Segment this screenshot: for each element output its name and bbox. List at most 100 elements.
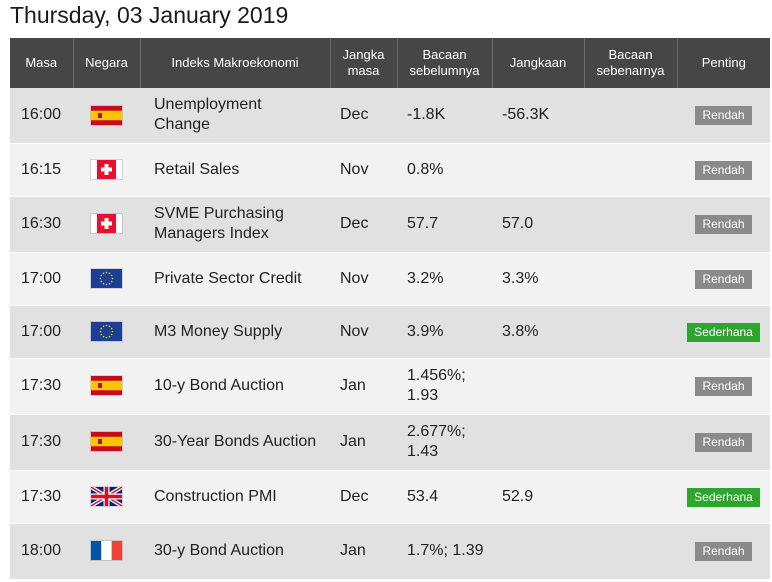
event-consensus (492, 414, 584, 471)
event-time: 17:30 (10, 414, 73, 471)
event-name[interactable]: M3 Money Supply (140, 305, 330, 359)
event-actual (584, 523, 677, 580)
event-actual (584, 196, 677, 253)
table-row[interactable]: 17:30 Construction PMI Dec 53.4 52.9 Sederhan… (10, 470, 770, 524)
event-name[interactable]: Private Sector Credit (140, 252, 330, 306)
event-time: 16:30 (10, 196, 73, 253)
event-time: 17:00 (10, 305, 73, 359)
event-country (73, 143, 140, 197)
table-row[interactable]: 17:00 Private Sector Credit Nov 3.2% 3.3% Ren… (10, 252, 770, 306)
event-country (73, 305, 140, 359)
table-row[interactable]: 17:30 10-y Bond Auction Jan 1.456%; 1.93 Ren… (10, 358, 770, 415)
event-consensus (492, 143, 584, 197)
table-row[interactable]: 16:15 Retail Sales Nov 0.8% Rendah (10, 143, 770, 197)
eu-flag-icon (91, 268, 122, 288)
event-country (73, 358, 140, 415)
importance-badge: Rendah (695, 106, 752, 126)
event-actual (584, 358, 677, 415)
event-time: 18:00 (10, 523, 73, 580)
event-period: Nov (330, 143, 397, 197)
event-consensus: 57.0 (492, 196, 584, 253)
event-period: Nov (330, 252, 397, 306)
event-period: Jan (330, 358, 397, 415)
importance-badge: Rendah (695, 160, 752, 180)
event-name[interactable]: Unemployment Change (140, 88, 330, 144)
importance-badge: Rendah (695, 269, 752, 289)
event-name[interactable]: Retail Sales (140, 143, 330, 197)
event-country (73, 470, 140, 524)
event-previous: 57.7 (397, 196, 492, 253)
event-country (73, 196, 140, 253)
importance-badge: Rendah (695, 215, 752, 234)
header-importance: Penting (677, 38, 770, 88)
event-importance: Rendah (677, 143, 770, 197)
event-importance: Rendah (677, 358, 770, 415)
event-actual (584, 305, 677, 359)
eu-flag-icon (91, 321, 122, 341)
header-time: Masa (10, 38, 74, 88)
table-header-row: Masa Negara Indeks Makroekonomi Jangka m… (10, 38, 770, 88)
event-importance: Rendah (677, 252, 770, 306)
header-event: Indeks Makroekonomi (140, 38, 331, 88)
event-country (73, 523, 140, 580)
event-name[interactable]: 30-Year Bonds Auction (140, 414, 330, 471)
event-consensus: -56.3K (492, 88, 584, 144)
event-period: Dec (330, 470, 397, 524)
event-previous: 1.456%; 1.93 (397, 358, 492, 415)
switzerland-flag-icon (91, 159, 122, 179)
table-row[interactable]: 17:00 M3 Money Supply Nov 3.9% 3.8% Sederhana (10, 305, 770, 359)
event-importance: Sederhana (677, 305, 770, 359)
event-importance: Rendah (677, 88, 770, 144)
event-period: Jan (330, 523, 397, 580)
event-period: Nov (330, 305, 397, 359)
event-time: 17:30 (10, 358, 73, 415)
event-previous: 1.7%; 1.39 (397, 523, 492, 580)
economic-calendar-table: Masa Negara Indeks Makroekonomi Jangka m… (10, 38, 770, 580)
importance-badge: Rendah (695, 377, 752, 396)
event-actual (584, 252, 677, 306)
event-country (73, 414, 140, 471)
event-time: 16:00 (10, 88, 73, 144)
event-actual (584, 470, 677, 524)
event-country (73, 252, 140, 306)
event-name[interactable]: 30-y Bond Auction (140, 523, 330, 580)
event-time: 17:00 (10, 252, 73, 306)
event-consensus: 3.8% (492, 305, 584, 359)
event-period: Dec (330, 196, 397, 253)
event-name[interactable]: 10-y Bond Auction (140, 358, 330, 415)
header-period: Jangka masa (330, 38, 398, 88)
table-row[interactable]: 16:30 SVME Purchasing Managers Index Dec 57… (10, 196, 770, 253)
event-period: Jan (330, 414, 397, 471)
event-importance: Rendah (677, 414, 770, 471)
switzerland-flag-icon (91, 214, 122, 234)
event-actual (584, 88, 677, 144)
spain-flag-icon (91, 376, 122, 396)
event-country (73, 88, 140, 144)
event-time: 16:15 (10, 143, 73, 197)
event-consensus: 3.3% (492, 252, 584, 306)
event-actual (584, 414, 677, 471)
importance-badge: Sederhana (687, 487, 760, 507)
event-name[interactable]: SVME Purchasing Managers Index (140, 196, 330, 253)
table-row[interactable]: 17:30 30-Year Bonds Auction Jan 2.677%; 1.4… (10, 414, 770, 471)
event-period: Dec (330, 88, 397, 144)
table-row[interactable]: 16:00 Unemployment Change Dec -1.8K -56.3K Re… (10, 88, 770, 144)
event-previous: 53.4 (397, 470, 492, 524)
event-importance: Rendah (677, 523, 770, 580)
event-previous: 2.677%; 1.43 (397, 414, 492, 471)
page-title: Thursday, 03 January 2019 (10, 2, 289, 28)
header-previous: Bacaan sebelumnya (397, 38, 493, 88)
table-row[interactable]: 18:00 30-y Bond Auction Jan 1.7%; 1.39 Renda… (10, 523, 770, 580)
importance-badge: Sederhana (687, 322, 760, 342)
event-previous: 3.2% (397, 252, 492, 306)
event-consensus (492, 523, 584, 580)
france-flag-icon (91, 541, 122, 561)
uk-flag-icon (91, 486, 122, 506)
event-time: 17:30 (10, 470, 73, 524)
event-importance: Sederhana (677, 470, 770, 524)
header-consensus: Jangkaan (492, 38, 585, 88)
event-previous: 3.9% (397, 305, 492, 359)
event-name[interactable]: Construction PMI (140, 470, 330, 524)
event-consensus: 52.9 (492, 470, 584, 524)
event-consensus (492, 358, 584, 415)
